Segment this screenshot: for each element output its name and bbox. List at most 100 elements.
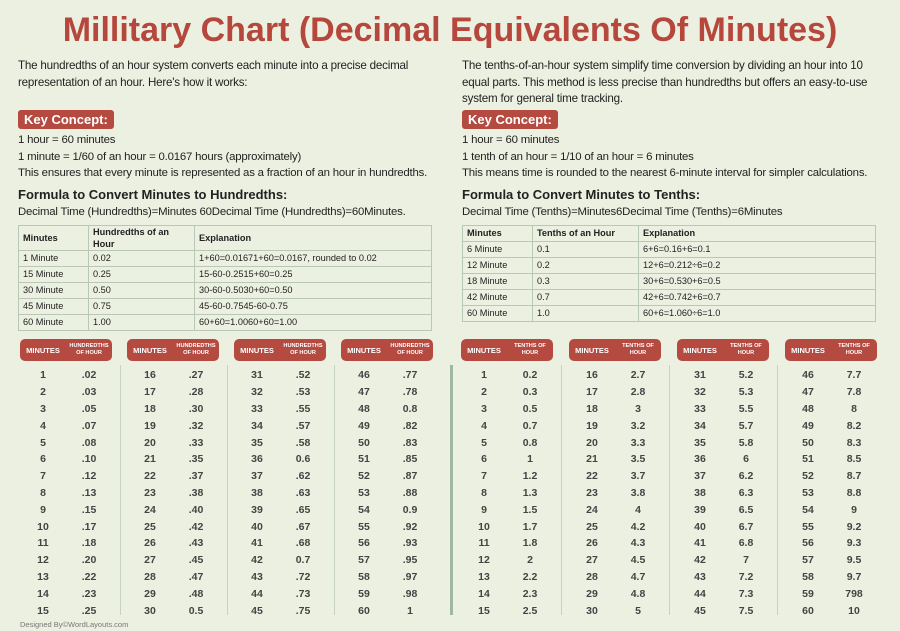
list-item: 50 8.3 [785, 434, 877, 451]
list-item: 38.63 [234, 485, 326, 502]
decimal-value: .67 [295, 520, 311, 533]
list-item: 24 4 [569, 501, 661, 518]
list-item: 33 5.5 [677, 401, 769, 418]
minute-value: 18 [144, 402, 156, 415]
explanation-cell: 1+60=0.01671+60=0.0167, rounded to 0.02 [194, 249, 432, 267]
list-item: 37.62 [234, 468, 326, 485]
minute-value: 40 [251, 520, 263, 533]
list-item: 34 5.7 [677, 417, 769, 434]
minute-value: 16 [586, 369, 598, 382]
decimal-value: .02 [81, 369, 97, 382]
minute-value: 43 [251, 570, 263, 583]
group-header: MINUTES TENTHS OF HOUR [677, 339, 769, 361]
list-item: 58 9.7 [785, 569, 877, 586]
minute-value: 3 [481, 402, 487, 415]
minute-value: 12 [478, 554, 490, 567]
list-item: 13.22 [20, 569, 112, 586]
list-item: 29.48 [127, 585, 219, 602]
minute-value: 21 [586, 453, 598, 466]
decimal-value: .88 [402, 486, 418, 499]
decimal-value: .63 [295, 486, 311, 499]
minutes-cell: 1 Minute [18, 249, 89, 267]
minute-value: 42 [251, 554, 263, 567]
list-item: 47 7.8 [785, 384, 877, 401]
table-row: 60 Minute 1.0 60+6=1.060÷6=1.0 [462, 304, 876, 322]
hundredths-chart-group: MINUTES HUNDREDTHS OF HOUR 16.27 17.28 18.30… [127, 339, 219, 619]
section-divider [450, 365, 453, 615]
list-item: 13 2.2 [461, 569, 553, 586]
tenths-chart-group: MINUTES TENTHS OF HOUR 31 5.2 32 5.3 33 5.5 34 5.… [677, 339, 769, 619]
minute-value: 56 [358, 537, 370, 550]
list-item: 12.20 [20, 552, 112, 569]
decimal-value: 0.9 [402, 503, 418, 516]
list-item: 6.10 [20, 451, 112, 468]
explanation-cell: 60+60=1.0060+60=1.00 [194, 313, 432, 331]
decimal-value: .77 [402, 369, 418, 382]
minutes-cell: 60 Minute [18, 313, 89, 331]
decimal-value: .97 [402, 570, 418, 583]
list-item: 20 3.3 [569, 434, 661, 451]
decimal-value: .83 [402, 436, 418, 449]
list-item: 10 1.7 [461, 518, 553, 535]
list-item: 1.02 [20, 367, 112, 384]
table-header-row: Minutes Hundredths of an Hour Explanatio… [18, 224, 432, 251]
minute-value: 18 [586, 402, 598, 415]
minute-value: 3 [40, 402, 46, 415]
list-item: 17 2.8 [569, 384, 661, 401]
minute-value: 53 [358, 486, 370, 499]
minute-value: 10 [478, 520, 490, 533]
decimal-value: .32 [188, 419, 204, 432]
footer-credit: Designed By©WordLayouts.com [20, 620, 129, 629]
minutes-header: MINUTES [683, 345, 717, 355]
tenths-chart-group: MINUTES TENTHS OF HOUR 1 0.2 2 0.3 3 0.5 4 0.7 5 0.… [461, 339, 553, 619]
decimal-value: 1 [407, 604, 413, 617]
decimal-value: .03 [81, 386, 97, 399]
decimal-value: .95 [402, 554, 418, 567]
minute-value: 38 [251, 486, 263, 499]
minute-value: 15 [37, 604, 49, 617]
decimal-value: 7.7 [846, 369, 862, 382]
minute-value: 41 [694, 537, 706, 550]
decimal-value: .42 [188, 520, 204, 533]
decimal-value: 8.5 [846, 453, 862, 466]
minute-value: 25 [586, 520, 598, 533]
list-item: 21 3.5 [569, 451, 661, 468]
list-item: 15.25 [20, 602, 112, 619]
concept-line: 1 tenth of an hour = 1/10 of an hour = 6… [462, 150, 694, 163]
column-divider [334, 365, 335, 615]
list-item: 42 0.7 [234, 552, 326, 569]
table-body: 1 Minute 0.02 1+60=0.01671+60=0.0167, roun… [18, 249, 432, 331]
decimal-value: 2.2 [522, 570, 538, 583]
list-item: 11.18 [20, 535, 112, 552]
minute-value: 56 [802, 537, 814, 550]
minute-value: 45 [694, 604, 706, 617]
minute-value: 36 [251, 453, 263, 466]
minute-value: 51 [802, 453, 814, 466]
minute-value: 31 [251, 369, 263, 382]
list-item: 41 6.8 [677, 535, 769, 552]
value-cell: 0.25 [88, 265, 195, 283]
decimal-value: .53 [295, 386, 311, 399]
minute-value: 34 [251, 419, 263, 432]
decimal-value: 9.3 [846, 537, 862, 550]
decimal-value: .92 [402, 520, 418, 533]
minute-value: 53 [802, 486, 814, 499]
minute-value: 4 [481, 419, 487, 432]
minutes-cell: 12 Minute [462, 256, 533, 274]
decimal-value: 4.5 [630, 554, 646, 567]
decimal-value: .78 [402, 386, 418, 399]
list-item: 59 798 [785, 585, 877, 602]
column-header: Hundredths of an Hour [88, 224, 195, 251]
list-item: 27 4.5 [569, 552, 661, 569]
explanation-cell: 6+6=0.16+6=0.1 [638, 240, 876, 258]
hundredths-chart-group: MINUTES HUNDREDTHS OF HOUR 46.77 47.78 48 0.8… [341, 339, 433, 619]
minute-value: 50 [358, 436, 370, 449]
column-header: Tenths of an Hour [532, 224, 639, 242]
concept-line: 1 hour = 60 minutes [462, 134, 560, 146]
minute-value: 44 [251, 587, 263, 600]
list-item: 48 0.8 [341, 401, 433, 418]
decimal-value: 7.5 [738, 604, 754, 617]
decimal-value: .08 [81, 436, 97, 449]
explanation-cell: 15-60-0.2515+60=0.25 [194, 265, 432, 283]
list-item: 44.73 [234, 585, 326, 602]
